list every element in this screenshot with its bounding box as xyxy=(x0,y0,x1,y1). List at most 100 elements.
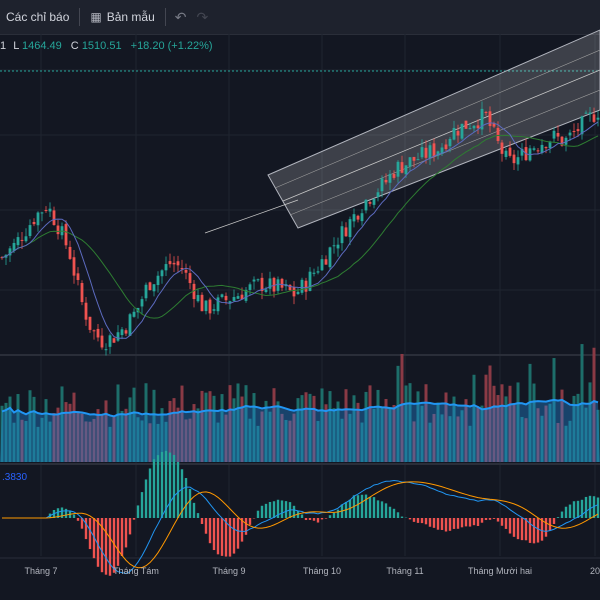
candle-body xyxy=(236,296,240,299)
macd-histogram-bar xyxy=(408,518,412,520)
volume-bar xyxy=(384,398,388,462)
volume-bar xyxy=(188,418,192,462)
volume-bar xyxy=(180,385,184,462)
macd-histogram-bar xyxy=(124,518,128,548)
volume-bar xyxy=(168,400,172,462)
x-tick-label: Tháng 10 xyxy=(303,566,341,576)
macd-histogram-bar xyxy=(316,518,320,523)
volume-bar xyxy=(596,409,600,462)
macd-histogram-bar xyxy=(364,494,368,518)
candle-body xyxy=(24,236,28,242)
volume-bar xyxy=(176,407,180,462)
candle-body xyxy=(168,261,172,265)
macd-histogram-bar xyxy=(332,512,336,518)
macd-histogram-bar xyxy=(484,518,488,521)
volume-bar xyxy=(244,385,248,462)
candle-body xyxy=(576,129,580,132)
volume-bar xyxy=(304,392,308,462)
candle-body xyxy=(520,148,524,156)
macd-histogram-bar xyxy=(156,455,160,518)
macd-histogram-bar xyxy=(356,495,360,518)
volume-bar xyxy=(376,389,380,462)
volume-bar xyxy=(224,414,228,462)
candle-body xyxy=(160,270,164,277)
volume-bar xyxy=(216,422,220,462)
indicators-button[interactable]: Các chỉ báo xyxy=(0,0,75,34)
candle-body xyxy=(68,246,72,259)
candle-body xyxy=(176,261,180,266)
templates-button[interactable]: ▦ Bản mẫu xyxy=(84,0,160,34)
volume-bar xyxy=(544,405,548,462)
candle-body xyxy=(484,111,488,113)
channel-midline xyxy=(282,69,600,202)
volume-bar xyxy=(204,392,208,462)
macd-histogram-bar xyxy=(588,495,592,518)
volume-bar xyxy=(360,422,364,462)
volume-bar xyxy=(4,402,8,462)
volume-bar xyxy=(8,396,12,462)
volume-bar xyxy=(172,398,176,462)
macd-histogram-bar xyxy=(324,518,328,519)
volume-bar xyxy=(444,392,448,462)
macd-histogram-bar xyxy=(428,518,432,527)
volume-bar xyxy=(48,421,52,462)
candle-body xyxy=(244,289,248,301)
macd-histogram-bar xyxy=(60,507,64,518)
volume-bar xyxy=(80,413,84,462)
candle-body xyxy=(468,128,472,130)
macd-histogram-bar xyxy=(188,488,192,518)
volume-bar xyxy=(572,395,576,462)
macd-histogram-bar xyxy=(204,518,208,534)
ohlc-legend: 1 L 1464.49 C 1510.51 +18.20 (+1.22%) xyxy=(0,40,213,52)
candle-body xyxy=(288,284,292,291)
volume-bar xyxy=(84,421,88,462)
candle-body xyxy=(544,147,548,149)
ma-line-fast xyxy=(1,121,599,339)
volume-bar xyxy=(156,423,160,462)
volume-bar xyxy=(284,419,288,462)
volume-bar xyxy=(120,410,124,462)
volume-bar xyxy=(424,384,428,462)
x-tick-label: 20 xyxy=(590,566,600,576)
undo-icon[interactable]: ↶ xyxy=(174,8,187,25)
macd-histogram-bar xyxy=(460,518,464,528)
candle-body xyxy=(92,330,96,332)
macd-histogram-bar xyxy=(284,501,288,518)
candle-body xyxy=(116,332,120,341)
macd-histogram-bar xyxy=(480,518,484,523)
macd-histogram-bar xyxy=(572,501,576,518)
ma-line-slow xyxy=(1,134,599,319)
macd-histogram-bar xyxy=(148,468,152,518)
macd-histogram-bar xyxy=(88,518,92,550)
macd-histogram-bar xyxy=(120,518,124,557)
macd-histogram-bar xyxy=(212,518,216,551)
volume-bar xyxy=(476,407,480,462)
candle-body xyxy=(564,137,568,145)
macd-histogram-bar xyxy=(108,518,112,576)
macd-histogram-bar xyxy=(112,518,116,573)
macd-histogram-bar xyxy=(396,512,400,518)
macd-histogram-bar xyxy=(468,518,472,527)
volume-bar xyxy=(484,374,488,462)
volume-bar xyxy=(72,392,76,462)
macd-histogram-bar xyxy=(448,518,452,531)
macd-histogram-bar xyxy=(456,518,460,529)
macd-histogram-bar xyxy=(464,518,468,527)
legend-c-label: C xyxy=(70,40,79,52)
candle-body xyxy=(216,297,220,312)
candle-body xyxy=(120,329,124,336)
candle-body xyxy=(380,178,384,192)
candle-body xyxy=(504,150,508,157)
volume-bar xyxy=(400,353,404,462)
redo-icon[interactable]: ↷ xyxy=(196,8,209,25)
macd-histogram-bar xyxy=(376,500,380,518)
volume-bar xyxy=(448,416,452,462)
macd-histogram-bar xyxy=(280,500,284,518)
candle-body xyxy=(20,239,24,241)
macd-histogram-bar xyxy=(492,518,496,519)
volume-bar xyxy=(64,402,68,462)
candle-body xyxy=(440,147,444,154)
volume-bar xyxy=(132,387,136,462)
candle-body xyxy=(352,214,356,222)
